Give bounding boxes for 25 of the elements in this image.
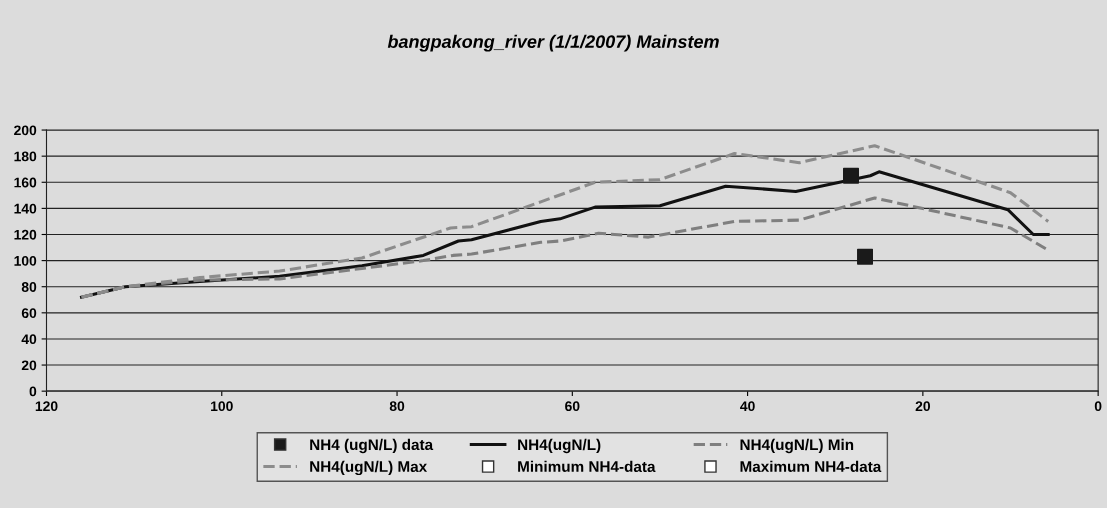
legend-label: NH4(ugN/L) Min <box>740 438 854 454</box>
y-tick-label: 0 <box>29 386 37 397</box>
y-tick-label: 20 <box>21 360 37 371</box>
x-tick-label: 100 <box>211 401 233 412</box>
y-tick-label: 180 <box>14 151 37 162</box>
y-tick-label: 60 <box>21 308 37 318</box>
x-tick-label: 0 <box>1094 401 1102 412</box>
y-tick-label: 40 <box>21 334 37 345</box>
x-tick-label: 20 <box>915 401 931 412</box>
y-tick-label: 100 <box>14 255 37 266</box>
y-tick-label: 160 <box>14 177 37 188</box>
legend-label: NH4(ugN/L) Max <box>310 460 428 476</box>
legend-label: NH4 (ugN/L) data <box>310 438 434 454</box>
chart-title: bangpakong_river (1/1/2007) Mainstem <box>387 34 719 52</box>
y-tick-label: 200 <box>14 125 37 136</box>
x-tick-label: 120 <box>35 401 58 412</box>
x-tick-label: 80 <box>389 401 405 412</box>
y-tick-label: 140 <box>14 203 37 214</box>
y-tick-label: 120 <box>14 229 37 240</box>
legend-label: Maximum NH4-data <box>740 460 882 473</box>
x-tick-label: 60 <box>565 401 580 412</box>
legend-label: NH4(ugN/L) <box>518 438 601 454</box>
legend-label: Minimum NH4-data <box>518 460 656 473</box>
y-tick-label: 80 <box>21 282 37 292</box>
x-tick-label: 40 <box>740 401 755 412</box>
